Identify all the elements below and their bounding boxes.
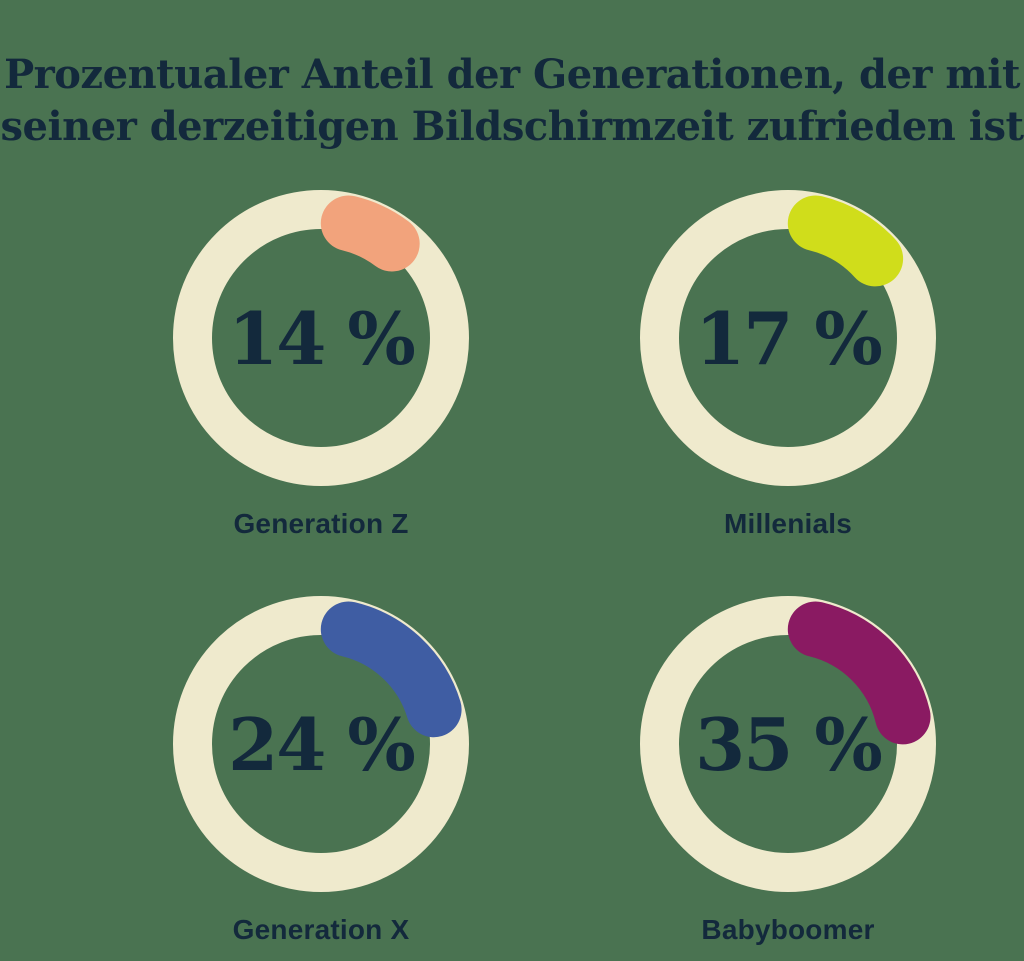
chart-title-line-1: Prozentualer Anteil der Generationen, de…: [4, 50, 1020, 98]
ring-value-arc: [175, 598, 467, 890]
donut-ring-chart: [173, 190, 469, 486]
ring-value-arc: [642, 598, 934, 890]
ring-track: [173, 596, 469, 892]
donut-ring-chart: [173, 596, 469, 892]
ring-track: [640, 596, 936, 892]
chart-title: Prozentualer Anteil der Generationen, de…: [0, 49, 1024, 153]
donut-label-generation-x: Generation X: [232, 914, 410, 945]
donut-label-babyboomer: Babyboomer: [701, 914, 875, 945]
donut-ring-chart: [640, 596, 936, 892]
ring-value-arc: [642, 192, 934, 484]
donut-millenials: 17 % Millenials: [640, 190, 936, 539]
chart-title-line-2: seiner derzeitigen Bildschirmzeit zufrie…: [0, 102, 1024, 150]
donut-babyboomer: 35 % Babyboomer: [640, 596, 936, 945]
ring-track: [173, 190, 469, 486]
ring-value-arc: [175, 192, 467, 484]
donut-ring-chart: [640, 190, 936, 486]
donut-generation-x: 24 % Generation X: [173, 596, 469, 945]
donut-generation-z: 14 % Generation Z: [173, 190, 469, 539]
donut-label-millenials: Millenials: [723, 508, 853, 539]
donut-label-generation-z: Generation Z: [233, 508, 409, 539]
ring-track: [640, 190, 936, 486]
